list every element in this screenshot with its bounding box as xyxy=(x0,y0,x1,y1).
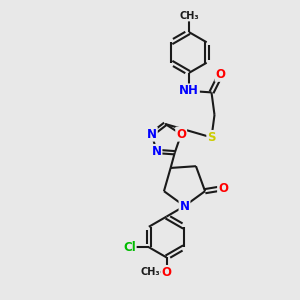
Text: S: S xyxy=(207,131,216,144)
Text: N: N xyxy=(147,128,157,141)
Text: CH₃: CH₃ xyxy=(179,11,199,21)
Text: N: N xyxy=(152,145,161,158)
Text: O: O xyxy=(215,68,226,81)
Text: Cl: Cl xyxy=(123,241,136,254)
Text: N: N xyxy=(179,200,190,213)
Text: O: O xyxy=(161,266,172,279)
Text: NH: NH xyxy=(179,84,199,98)
Text: O: O xyxy=(176,128,186,141)
Text: O: O xyxy=(218,182,228,195)
Text: CH₃: CH₃ xyxy=(140,267,160,278)
